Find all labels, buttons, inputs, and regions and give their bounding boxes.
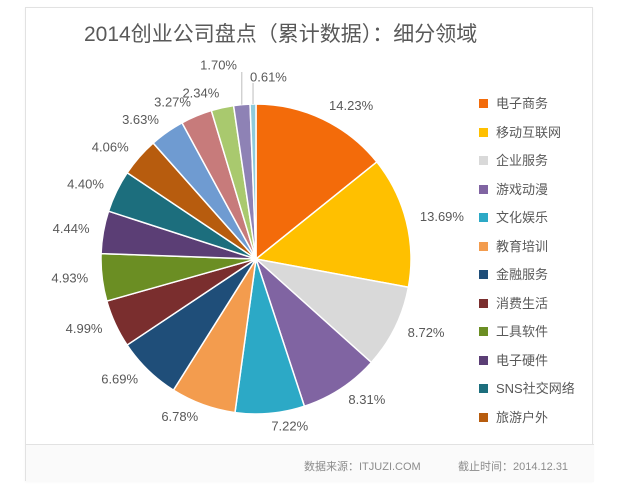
- svg-text:8.31%: 8.31%: [348, 392, 385, 407]
- svg-text:4.06%: 4.06%: [92, 139, 129, 154]
- svg-text:4.40%: 4.40%: [67, 177, 104, 192]
- svg-text:6.69%: 6.69%: [101, 372, 138, 387]
- svg-text:3.63%: 3.63%: [122, 112, 159, 127]
- svg-text:13.69%: 13.69%: [420, 209, 465, 224]
- svg-text:14.23%: 14.23%: [329, 98, 374, 113]
- svg-text:6.78%: 6.78%: [161, 409, 198, 424]
- svg-text:4.99%: 4.99%: [66, 321, 103, 336]
- svg-text:1.70%: 1.70%: [200, 57, 237, 72]
- svg-text:4.44%: 4.44%: [53, 221, 90, 236]
- svg-text:2.34%: 2.34%: [182, 85, 219, 100]
- svg-text:7.22%: 7.22%: [271, 419, 308, 434]
- svg-text:4.93%: 4.93%: [51, 271, 88, 286]
- svg-text:0.61%: 0.61%: [250, 69, 287, 84]
- svg-text:8.72%: 8.72%: [408, 325, 445, 340]
